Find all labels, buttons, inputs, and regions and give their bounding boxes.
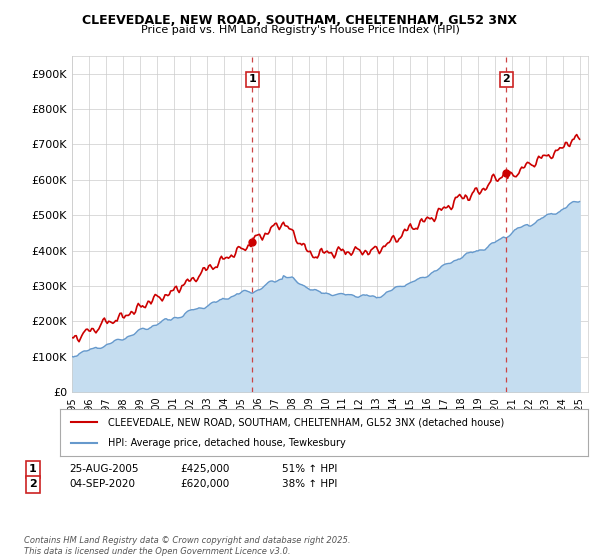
Text: 51% ↑ HPI: 51% ↑ HPI [282,464,337,474]
Text: 2: 2 [29,479,37,489]
Text: CLEEVEDALE, NEW ROAD, SOUTHAM, CHELTENHAM, GL52 3NX: CLEEVEDALE, NEW ROAD, SOUTHAM, CHELTENHA… [83,14,517,27]
Text: 25-AUG-2005: 25-AUG-2005 [69,464,139,474]
Text: Price paid vs. HM Land Registry's House Price Index (HPI): Price paid vs. HM Land Registry's House … [140,25,460,35]
Text: Contains HM Land Registry data © Crown copyright and database right 2025.
This d: Contains HM Land Registry data © Crown c… [24,536,350,556]
Text: £425,000: £425,000 [180,464,229,474]
Text: £620,000: £620,000 [180,479,229,489]
Text: 04-SEP-2020: 04-SEP-2020 [69,479,135,489]
Text: CLEEVEDALE, NEW ROAD, SOUTHAM, CHELTENHAM, GL52 3NX (detached house): CLEEVEDALE, NEW ROAD, SOUTHAM, CHELTENHA… [107,417,504,427]
Text: 38% ↑ HPI: 38% ↑ HPI [282,479,337,489]
Text: 1: 1 [29,464,37,474]
Text: 2: 2 [502,74,510,85]
Text: 1: 1 [248,74,256,85]
Text: HPI: Average price, detached house, Tewkesbury: HPI: Average price, detached house, Tewk… [107,438,345,448]
